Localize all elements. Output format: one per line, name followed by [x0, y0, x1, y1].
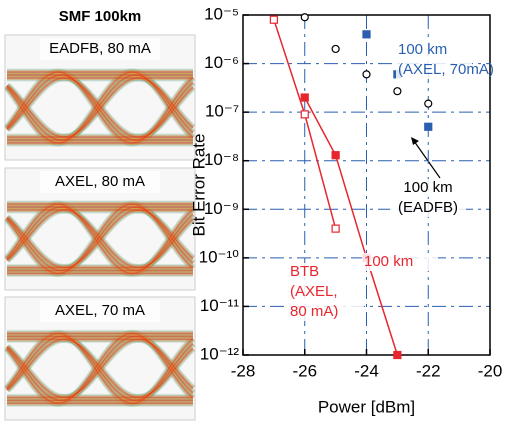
- annotation: BTB: [290, 263, 319, 280]
- annotation: 100 km: [403, 179, 452, 196]
- annotation: 80 mA): [290, 303, 338, 320]
- marker: [332, 45, 339, 52]
- annotation: (EADFB): [398, 199, 458, 216]
- marker: [332, 225, 339, 232]
- marker: [394, 88, 401, 95]
- arrow-head: [411, 137, 419, 145]
- y-tick-label: 10⁻⁸: [204, 150, 239, 169]
- marker: [301, 111, 308, 118]
- marker: [301, 94, 308, 101]
- x-tick-label: -20: [478, 361, 503, 380]
- annotation: 100 km: [364, 253, 413, 270]
- y-axis-label: Bit Error Rate: [189, 134, 208, 237]
- x-tick-label: -26: [292, 361, 317, 380]
- marker: [332, 152, 339, 159]
- x-tick-label: -22: [416, 361, 441, 380]
- y-tick-label: 10⁻⁷: [205, 102, 239, 121]
- annotation: (AXEL, 70mA): [398, 61, 494, 78]
- eye-label: EADFB, 80 mA: [49, 40, 151, 57]
- y-tick-label: 10⁻¹⁰: [199, 247, 240, 266]
- marker: [425, 123, 432, 130]
- marker: [301, 14, 308, 21]
- y-tick-label: 10⁻⁶: [204, 53, 239, 72]
- marker: [394, 352, 401, 359]
- y-tick-label: 10⁻⁵: [204, 4, 239, 23]
- marker: [363, 31, 370, 38]
- y-tick-label: 10⁻¹¹: [200, 296, 240, 315]
- annotation-arrow: [414, 141, 440, 178]
- eye-label: AXEL, 70 mA: [55, 302, 145, 319]
- eye-title: SMF 100km: [59, 8, 142, 25]
- x-tick-label: -24: [354, 361, 379, 380]
- x-tick-label: -28: [231, 361, 256, 380]
- annotation: (AXEL,: [290, 283, 338, 300]
- annotation: 100 km: [398, 41, 447, 58]
- y-tick-label: 10⁻⁹: [204, 199, 239, 218]
- marker: [270, 16, 277, 23]
- page: {"eye_panel": {"title": "SMF 100km", "la…: [0, 0, 508, 425]
- marker: [363, 71, 370, 78]
- eye-label: AXEL, 80 mA: [55, 173, 145, 190]
- figure: SMF 100km EADFB, 80 mA AXEL, 80 mA AXEL, 7…: [0, 0, 508, 425]
- x-axis-label: Power [dBm]: [318, 397, 415, 416]
- marker: [425, 100, 432, 107]
